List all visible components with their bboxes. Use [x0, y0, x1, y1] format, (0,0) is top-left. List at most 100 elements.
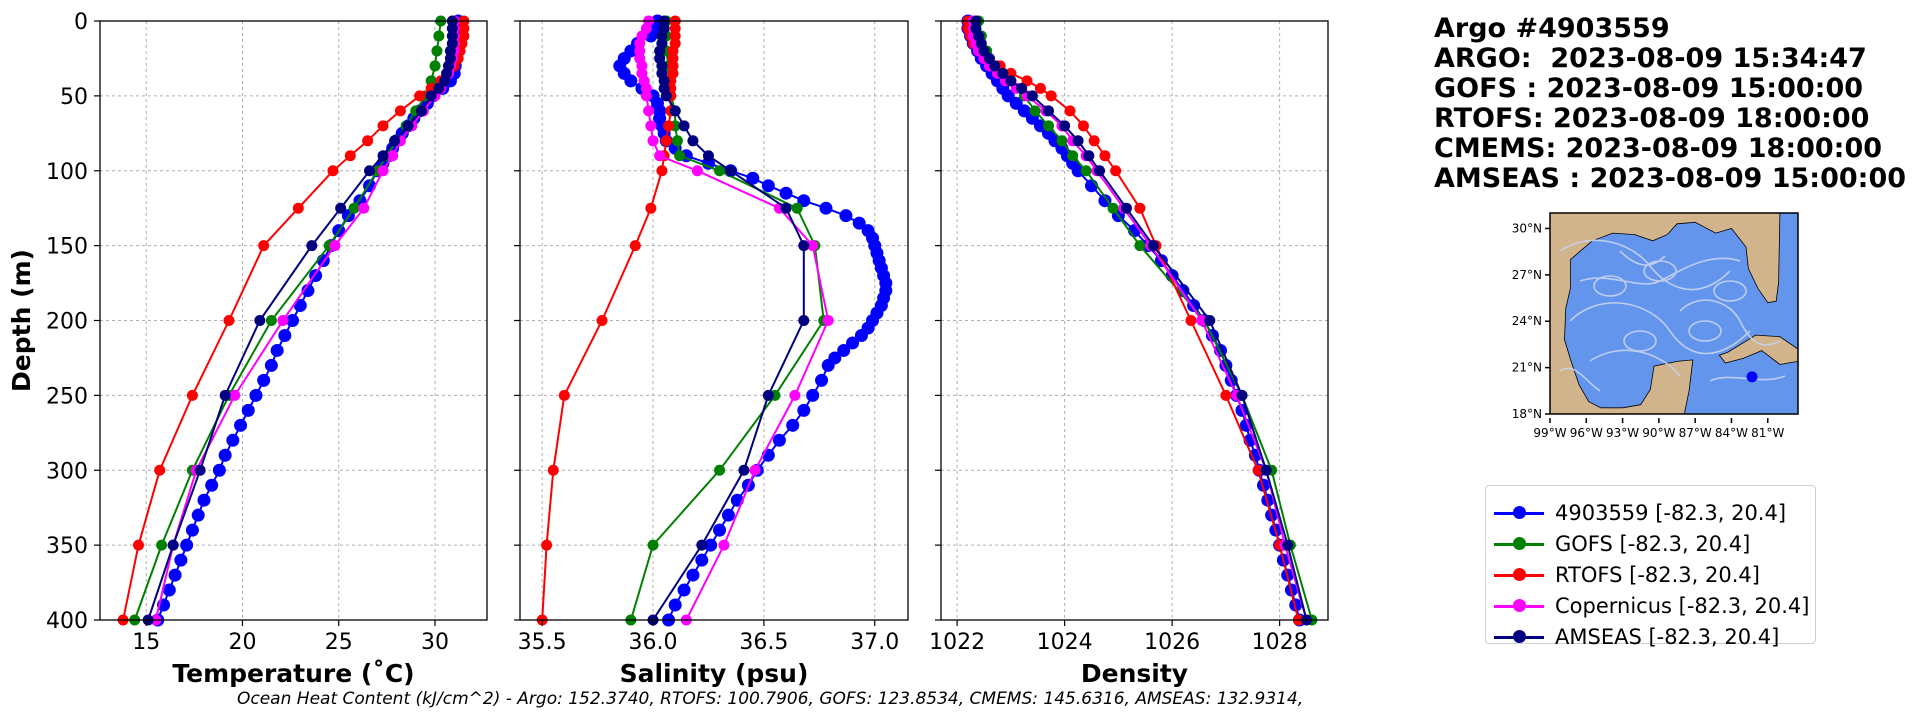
data-point — [286, 314, 300, 327]
data-point — [1257, 478, 1270, 492]
data-point — [647, 539, 659, 551]
x-tick-label: 15 — [132, 630, 160, 655]
legend-label: AMSEAS [-82.3, 20.4] — [1555, 625, 1780, 649]
streamline — [1709, 375, 1786, 382]
data-point — [846, 336, 860, 350]
data-point — [212, 463, 226, 477]
data-point — [798, 315, 810, 326]
data-point — [219, 389, 231, 401]
legend-swatch — [1494, 500, 1544, 526]
map-lon-axis: 99°W 96°W 93°W 90°W 87°W 84°W 81°W — [1533, 418, 1784, 440]
eddy — [1713, 280, 1747, 302]
data-point — [645, 202, 657, 214]
legend-entry: AMSEAS [-82.3, 20.4] — [1494, 624, 1779, 650]
data-point — [1099, 150, 1111, 162]
data-point — [663, 120, 675, 132]
profile-panel-3: 1022 1024 1026 1028 Density — [929, 14, 1329, 688]
map-ocean — [1564, 212, 1799, 415]
data-point — [167, 539, 179, 551]
series-5 — [142, 15, 458, 626]
location-map: 30°N 27°N 24°N 21°N 18°N — [1500, 211, 1800, 426]
data-point — [786, 418, 800, 432]
legend-entry: RTOFS [-82.3, 20.4] — [1494, 562, 1760, 588]
x-tick-label: 1028 — [1252, 630, 1308, 655]
data-point — [671, 135, 683, 147]
data-point — [1083, 150, 1095, 162]
data-point — [1196, 315, 1208, 326]
x-axis-label: Density — [1081, 659, 1188, 688]
data-point — [547, 464, 559, 476]
data-point — [205, 478, 219, 492]
data-point — [839, 209, 853, 223]
data-point — [257, 373, 271, 387]
data-point — [234, 418, 248, 432]
eddy — [1623, 330, 1657, 352]
data-point — [640, 90, 652, 102]
map-lat-label: 21°N — [1512, 361, 1542, 375]
map-lat-label: 18°N — [1512, 407, 1542, 421]
data-point — [1204, 315, 1216, 326]
current-streamlines — [1559, 239, 1786, 392]
data-point — [348, 202, 360, 214]
data-point — [704, 538, 718, 552]
data-point — [674, 150, 686, 162]
data-point — [433, 30, 445, 42]
data-point — [1080, 165, 1092, 177]
y-tick-label: 300 — [46, 459, 88, 484]
data-point — [254, 315, 266, 326]
map-lon-label: 81°W — [1751, 426, 1784, 440]
map-frame — [1549, 212, 1799, 415]
data-point — [377, 165, 389, 177]
map-lon-label: 93°W — [1606, 426, 1639, 440]
data-point — [162, 583, 176, 597]
data-point — [1107, 202, 1119, 214]
data-point — [306, 240, 318, 252]
data-point — [686, 568, 700, 582]
data-point — [154, 464, 166, 476]
data-point — [819, 201, 833, 215]
data-point — [402, 120, 414, 132]
data-point — [821, 358, 835, 372]
legend: 4903559 [-82.3, 20.4] GOFS [-82.3, 20.4] R… — [1485, 485, 1816, 649]
data-point — [815, 373, 829, 387]
data-point — [761, 179, 775, 193]
eddy — [1688, 320, 1722, 342]
x-tick-label: 35.5 — [518, 630, 567, 655]
data-point — [229, 389, 241, 401]
map-lon-label: 87°W — [1679, 426, 1712, 440]
data-point — [695, 553, 709, 567]
data-point — [1185, 315, 1197, 326]
data-point — [270, 343, 284, 357]
streamline — [1619, 250, 1666, 266]
data-point — [738, 464, 750, 476]
data-point — [797, 403, 811, 417]
data-point — [1252, 464, 1264, 476]
data-point — [1005, 75, 1017, 87]
x-tick-label: 1026 — [1144, 630, 1200, 655]
data-point — [1072, 135, 1084, 147]
x-axis-label: Temperature (˚C) — [172, 659, 414, 688]
y-tick-label: 250 — [46, 384, 88, 409]
series-5 — [970, 15, 1312, 626]
data-point — [180, 538, 194, 552]
data-point — [558, 389, 570, 401]
data-point — [789, 389, 801, 401]
data-point — [1147, 240, 1159, 252]
data-point — [429, 60, 441, 72]
data-point — [258, 240, 270, 252]
x-tick-label: 20 — [228, 630, 256, 655]
data-point — [1077, 120, 1089, 132]
data-point — [1289, 598, 1303, 612]
data-point — [837, 343, 851, 357]
data-point — [1016, 82, 1028, 94]
data-point — [218, 448, 232, 462]
data-point — [806, 388, 820, 402]
data-point — [394, 105, 406, 117]
streamline — [1559, 367, 1601, 392]
profile-panel-1: 15 20 25 30050100150200250300350400Temperat… — [7, 10, 488, 688]
data-point — [278, 328, 292, 342]
y-tick-label: 50 — [60, 85, 88, 110]
data-point — [822, 315, 834, 326]
data-point — [997, 67, 1009, 79]
y-tick-label: 0 — [74, 10, 88, 35]
